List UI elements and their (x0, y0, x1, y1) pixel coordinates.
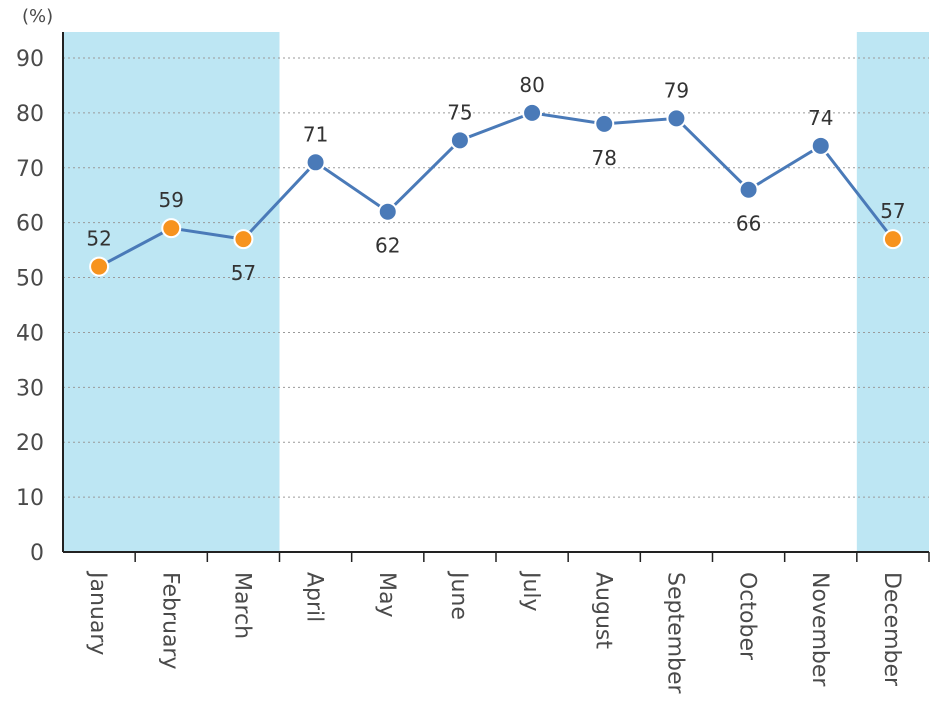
x-tick-label-january: January (85, 570, 110, 655)
y-tick-label: 70 (16, 157, 44, 182)
x-tick-marks (134, 552, 930, 562)
y-tick-label: 80 (16, 102, 44, 127)
y-tick-label: 0 (30, 541, 44, 566)
x-tick-label-march: March (229, 572, 254, 639)
y-unit-label: (%) (22, 6, 53, 27)
y-tick-label: 40 (16, 321, 44, 346)
data-label-december: 57 (880, 199, 905, 223)
x-tick-label-september: September (662, 572, 687, 695)
x-tick-label-november: November (807, 572, 832, 687)
data-point-december (882, 229, 903, 250)
y-tick-label: 90 (16, 47, 44, 72)
x-tick-label-may: May (374, 572, 399, 617)
x-tick-label-august: August (590, 572, 615, 649)
data-point-august (594, 113, 615, 134)
data-point-january (89, 256, 110, 277)
data-point-november (810, 135, 831, 156)
data-point-may (377, 201, 398, 222)
data-point-march (233, 229, 254, 250)
data-label-july: 80 (519, 73, 544, 97)
data-labels: 52 59 57 71 62 75 80 78 79 66 74 57 (86, 73, 905, 285)
data-label-august: 78 (592, 146, 617, 170)
series-line (98, 111, 895, 268)
data-label-june: 75 (447, 100, 472, 124)
x-tick-label-june: June (446, 570, 471, 620)
data-label-november: 74 (808, 106, 833, 130)
y-tick-label: 20 (16, 431, 44, 456)
x-tick-label-february: February (157, 572, 182, 670)
data-point-february (161, 218, 182, 239)
data-point-july (522, 102, 543, 123)
x-tick-label-july: July (518, 570, 543, 612)
data-label-april: 71 (303, 122, 328, 146)
data-label-march: 57 (231, 261, 256, 285)
y-tick-label: 30 (16, 376, 44, 401)
x-tick-label-december: December (879, 572, 904, 687)
highlight-band (63, 32, 280, 552)
data-label-february: 59 (159, 188, 184, 212)
data-point-september (666, 108, 687, 129)
y-tick-label: 60 (16, 212, 44, 237)
data-label-september: 79 (664, 78, 689, 102)
data-point-april (305, 152, 326, 173)
data-label-january: 52 (86, 227, 111, 251)
highlight-band (856, 32, 929, 552)
data-point-june (449, 130, 470, 151)
y-tick-label: 10 (16, 486, 44, 511)
highlight-bands (63, 32, 929, 552)
x-tick-label-april: April (302, 572, 327, 622)
data-point-october (738, 179, 759, 200)
y-tick-labels: 0 10 20 30 40 50 60 70 80 90 (16, 47, 44, 566)
data-label-october: 66 (736, 212, 761, 236)
x-tick-labels: January February March April May June July Augu… (85, 570, 904, 695)
data-markers (89, 102, 903, 277)
data-label-may: 62 (375, 234, 400, 258)
y-tick-label: 50 (16, 267, 44, 292)
x-tick-label-october: October (735, 572, 760, 661)
